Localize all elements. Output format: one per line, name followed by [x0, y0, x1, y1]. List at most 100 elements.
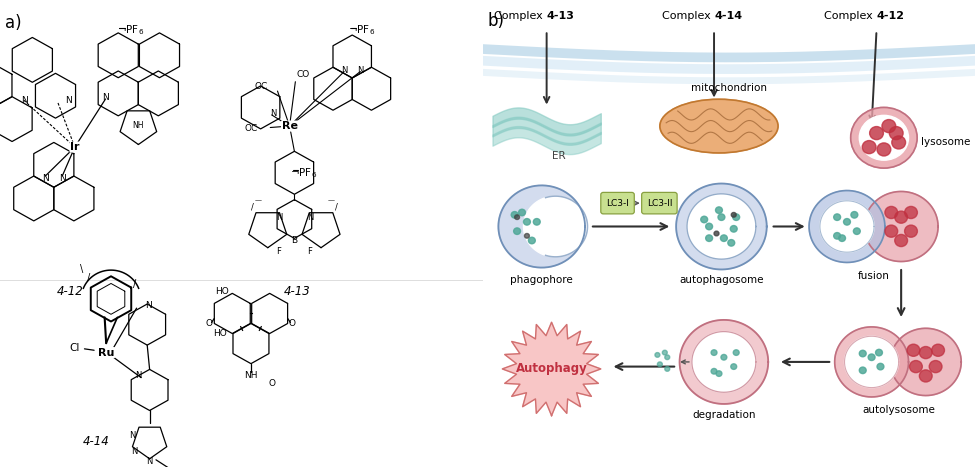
Circle shape: [859, 350, 866, 357]
Polygon shape: [820, 201, 874, 252]
Circle shape: [706, 223, 713, 230]
Text: /: /: [335, 202, 338, 211]
Text: N: N: [65, 96, 71, 105]
Circle shape: [514, 228, 521, 234]
Text: N: N: [307, 213, 313, 222]
Text: N: N: [132, 447, 137, 456]
Circle shape: [843, 219, 850, 225]
Text: N: N: [21, 96, 28, 105]
Text: 4-12: 4-12: [57, 285, 83, 298]
Circle shape: [905, 206, 917, 219]
Circle shape: [733, 350, 739, 355]
Circle shape: [878, 143, 891, 156]
Text: phagophore: phagophore: [510, 275, 573, 285]
Circle shape: [711, 368, 717, 374]
Text: O: O: [289, 319, 296, 328]
Circle shape: [885, 225, 898, 237]
Circle shape: [919, 370, 932, 382]
Circle shape: [721, 235, 727, 241]
Text: Complex: Complex: [662, 11, 714, 21]
Circle shape: [892, 136, 906, 149]
Circle shape: [524, 219, 530, 225]
Text: 4-13: 4-13: [547, 11, 574, 21]
Text: N: N: [276, 213, 282, 222]
Text: N: N: [58, 174, 65, 183]
Text: Ru: Ru: [98, 347, 114, 358]
Circle shape: [533, 219, 540, 225]
Text: N: N: [145, 301, 152, 310]
Ellipse shape: [660, 99, 778, 153]
Polygon shape: [498, 185, 585, 268]
Circle shape: [511, 212, 518, 218]
Circle shape: [910, 361, 922, 373]
Text: Complex: Complex: [494, 11, 547, 21]
Circle shape: [878, 363, 884, 370]
Circle shape: [716, 207, 722, 213]
Circle shape: [905, 225, 917, 237]
Circle shape: [895, 211, 908, 223]
Text: —: —: [328, 197, 334, 203]
Circle shape: [665, 367, 670, 371]
Text: N: N: [42, 174, 49, 183]
Text: Complex: Complex: [824, 11, 877, 21]
Circle shape: [859, 367, 866, 374]
Circle shape: [851, 212, 858, 218]
Circle shape: [929, 361, 942, 373]
Text: 4-14: 4-14: [714, 11, 742, 21]
Text: LC3-II: LC3-II: [646, 198, 672, 208]
Text: /: /: [133, 279, 136, 290]
Text: $\neg$PF$_6$: $\neg$PF$_6$: [291, 166, 318, 180]
Circle shape: [733, 214, 740, 220]
Circle shape: [870, 127, 883, 140]
Text: N: N: [146, 457, 153, 467]
Circle shape: [853, 228, 860, 234]
Polygon shape: [844, 336, 899, 388]
Text: N: N: [357, 66, 364, 75]
Text: ER: ER: [552, 151, 565, 162]
Circle shape: [876, 349, 882, 356]
Text: HO: HO: [213, 329, 227, 338]
Circle shape: [711, 350, 717, 355]
Text: degradation: degradation: [692, 410, 756, 420]
Text: O: O: [268, 379, 275, 388]
Text: Ir: Ir: [70, 142, 80, 152]
Circle shape: [919, 347, 932, 359]
Circle shape: [834, 214, 840, 220]
Circle shape: [515, 215, 520, 219]
Text: N: N: [341, 66, 347, 75]
Circle shape: [889, 127, 903, 140]
Text: OC: OC: [245, 124, 258, 133]
Circle shape: [727, 240, 735, 246]
Polygon shape: [692, 332, 756, 392]
Text: Cl: Cl: [69, 343, 80, 353]
Text: NH: NH: [133, 121, 144, 130]
Text: O: O: [206, 319, 213, 328]
Circle shape: [657, 362, 662, 367]
Circle shape: [519, 209, 526, 216]
Text: Re: Re: [282, 121, 297, 131]
Circle shape: [714, 231, 719, 236]
Circle shape: [862, 141, 876, 154]
Text: mitochondrion: mitochondrion: [691, 84, 766, 93]
Polygon shape: [676, 184, 766, 269]
Circle shape: [701, 216, 708, 223]
Text: N: N: [130, 431, 136, 439]
Polygon shape: [809, 191, 885, 262]
Polygon shape: [502, 322, 601, 416]
Text: OC: OC: [254, 82, 268, 91]
Text: lysosome: lysosome: [920, 137, 970, 148]
Circle shape: [882, 120, 896, 133]
Text: N: N: [135, 371, 141, 380]
Text: b): b): [488, 12, 504, 30]
Ellipse shape: [850, 107, 917, 168]
Circle shape: [706, 235, 713, 241]
Text: CO: CO: [296, 70, 310, 79]
Polygon shape: [890, 328, 961, 396]
Circle shape: [655, 353, 660, 357]
Polygon shape: [864, 191, 938, 262]
Ellipse shape: [859, 115, 909, 160]
Text: LC3-I: LC3-I: [606, 198, 629, 208]
Circle shape: [834, 233, 840, 239]
Text: B: B: [292, 236, 297, 245]
FancyBboxPatch shape: [642, 192, 677, 214]
